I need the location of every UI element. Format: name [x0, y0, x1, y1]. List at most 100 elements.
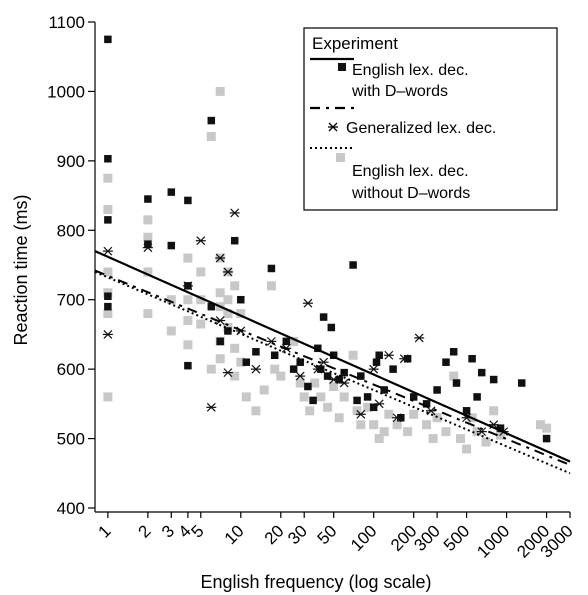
- data-point-without-d-words: [103, 204, 113, 214]
- data-point-generalized: [426, 406, 437, 416]
- data-point-without-d-words: [305, 406, 315, 416]
- data-point-without-d-words: [103, 173, 113, 183]
- data-point-without-d-words: [348, 350, 358, 360]
- legend-label-with-d-words-line1: English lex. dec.: [352, 62, 469, 79]
- data-point-generalized: [355, 409, 366, 419]
- data-point-with-d-words: [327, 323, 336, 332]
- data-point-with-d-words: [409, 393, 418, 401]
- data-point-with-d-words: [104, 292, 112, 300]
- data-point-with-d-words: [349, 261, 357, 269]
- data-point-without-d-words: [183, 340, 193, 350]
- data-point-generalized: [215, 253, 226, 263]
- data-point-with-d-words: [267, 264, 276, 273]
- x-tick-label: 1: [95, 521, 115, 541]
- y-tick-label: 400: [57, 499, 85, 518]
- data-point-with-d-words: [372, 358, 381, 366]
- data-point-generalized: [195, 236, 206, 246]
- data-point-without-d-words: [374, 434, 384, 444]
- data-point-with-d-words: [329, 351, 338, 360]
- data-point-with-d-words: [104, 155, 112, 163]
- data-point-without-d-words: [196, 267, 206, 277]
- data-point-without-d-words: [481, 437, 491, 447]
- data-point-without-d-words: [230, 371, 240, 381]
- data-point-with-d-words: [309, 396, 317, 405]
- y-tick-label: 800: [57, 221, 85, 240]
- data-point-with-d-words: [323, 372, 332, 380]
- data-point-without-d-words: [183, 253, 193, 263]
- fit-line-generalized: [94, 269, 571, 466]
- data-point-with-d-words: [104, 302, 112, 311]
- x-tick-label: 50: [314, 521, 341, 548]
- data-point-without-d-words: [489, 406, 499, 416]
- data-point-generalized: [142, 243, 153, 253]
- data-point-without-d-words: [310, 378, 320, 388]
- fit-lines-layer: [94, 250, 571, 475]
- x-axis-label: English frequency (log scale): [200, 572, 431, 592]
- legend-label-generalized: Generalized lex. dec.: [346, 120, 496, 137]
- data-point-without-d-words: [143, 232, 153, 242]
- x-tick-label: 2: [135, 521, 155, 541]
- x-tick-label: 500: [440, 521, 473, 554]
- data-point-generalized: [312, 364, 323, 374]
- data-point-without-d-words: [236, 357, 246, 367]
- data-point-with-d-words: [314, 344, 322, 353]
- data-point-without-d-words: [428, 434, 438, 444]
- x-tick-label: 300: [410, 521, 443, 554]
- data-point-generalized: [339, 378, 350, 388]
- data-point-without-d-words: [251, 406, 261, 416]
- data-point-without-d-words: [379, 427, 389, 437]
- data-point-generalized: [266, 336, 277, 346]
- x-tick-label: 1000: [473, 521, 513, 561]
- data-point-generalized: [102, 330, 113, 339]
- data-point-without-d-words: [143, 267, 153, 277]
- data-point-without-d-words: [166, 295, 176, 305]
- data-point-without-d-words: [316, 392, 326, 402]
- data-point-generalized: [182, 281, 193, 291]
- data-point-with-d-words: [207, 302, 216, 311]
- y-tick-label: 600: [57, 360, 85, 379]
- data-point-generalized: [328, 375, 339, 384]
- y-tick-label: 1100: [48, 13, 85, 32]
- data-point-without-d-words: [329, 382, 339, 391]
- data-point-with-d-words: [230, 236, 239, 245]
- data-point-without-d-words: [241, 392, 251, 402]
- data-point-generalized: [206, 402, 217, 412]
- data-point-with-d-words: [237, 295, 245, 304]
- data-point-with-d-words: [335, 375, 343, 384]
- data-point-generalized: [368, 364, 379, 374]
- data-point-generalized: [222, 267, 233, 277]
- data-point-with-d-words: [433, 386, 441, 394]
- data-point-without-d-words: [236, 309, 246, 319]
- data-point-with-d-words: [104, 216, 112, 224]
- legend-label-without-d-words-line1: English lex. dec.: [352, 163, 469, 180]
- data-point-with-d-words: [144, 240, 152, 248]
- data-point-without-d-words: [334, 413, 344, 423]
- data-point-without-d-words: [259, 385, 269, 395]
- data-point-without-d-words: [206, 364, 216, 374]
- data-point-with-d-words: [224, 327, 232, 335]
- data-point-with-d-words: [242, 358, 251, 366]
- legend-marker-asterisk: [328, 122, 338, 132]
- data-point-without-d-words: [299, 392, 309, 402]
- data-point-without-d-words: [223, 295, 233, 305]
- data-point-without-d-words: [542, 423, 552, 433]
- data-point-without-d-words: [215, 354, 225, 364]
- data-point-without-d-words: [143, 309, 153, 319]
- data-point-without-d-words: [206, 132, 216, 142]
- data-point-with-d-words: [473, 393, 481, 401]
- data-point-with-d-words: [270, 351, 279, 360]
- data-point-without-d-words: [403, 427, 413, 437]
- y-axis-label: Reaction time (ms): [11, 194, 31, 345]
- data-point-with-d-words: [380, 386, 388, 394]
- data-point-without-d-words: [323, 402, 333, 412]
- data-point-without-d-words: [363, 402, 373, 412]
- data-point-without-d-words: [183, 316, 193, 326]
- data-point-without-d-words: [441, 427, 451, 437]
- data-point-without-d-words: [339, 392, 349, 402]
- data-point-generalized: [414, 333, 425, 343]
- data-point-without-d-words: [289, 336, 299, 346]
- data-point-without-d-words: [455, 434, 465, 444]
- data-point-with-d-words: [207, 116, 216, 125]
- data-point-without-d-words: [143, 215, 153, 225]
- data-point-with-d-words: [184, 361, 192, 370]
